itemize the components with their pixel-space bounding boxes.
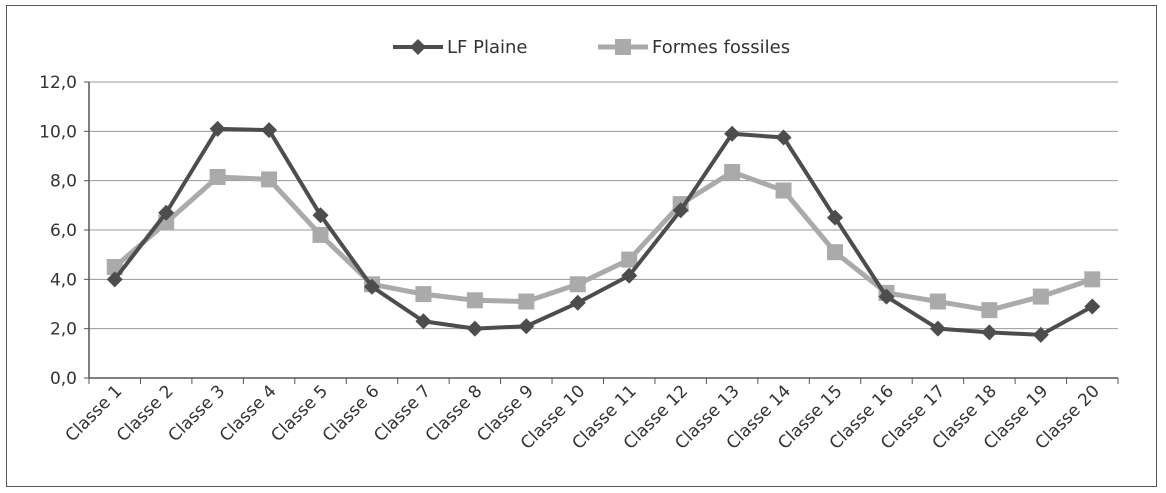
legend-marker: [410, 39, 426, 55]
data-point: [929, 293, 946, 310]
data-point: [775, 129, 792, 146]
series-layer: [106, 120, 1101, 343]
data-point: [363, 278, 380, 295]
series-formes-fossiles: [106, 164, 1101, 319]
data-point: [518, 318, 535, 335]
data-point: [158, 204, 175, 221]
data-point: [312, 226, 329, 243]
data-point: [1032, 326, 1049, 343]
data-point: [621, 267, 638, 284]
data-point: [312, 207, 329, 224]
data-point: [415, 286, 432, 303]
data-point: [261, 122, 278, 139]
data-point: [209, 120, 226, 137]
data-point: [621, 251, 638, 268]
y-tick-label: 12,0: [39, 73, 77, 93]
legend-label: Formes fossiles: [652, 37, 790, 58]
data-point: [569, 276, 586, 293]
data-point: [672, 202, 689, 219]
data-point: [518, 293, 535, 310]
data-point: [981, 324, 998, 341]
data-point: [724, 164, 741, 181]
legend-item-formes-fossiles: Formes fossiles: [598, 37, 790, 58]
legend-label: LF Plaine: [447, 37, 527, 58]
legend-item-lf-plaine: LF Plaine: [393, 37, 527, 58]
data-point: [1032, 288, 1049, 305]
data-point: [466, 292, 483, 309]
data-point: [929, 320, 946, 337]
data-point: [1084, 271, 1101, 288]
data-point: [106, 271, 123, 288]
data-point: [878, 288, 895, 305]
gridlines: [89, 81, 1118, 330]
series-line: [113, 126, 1094, 337]
data-point: [981, 302, 998, 319]
y-tick-label: 6,0: [50, 221, 77, 241]
data-point: [569, 294, 586, 311]
data-point: [261, 171, 278, 188]
y-tick-label: 0,0: [50, 369, 77, 389]
data-point: [775, 182, 792, 199]
y-tick-label: 8,0: [50, 172, 77, 192]
y-tick-label: 10,0: [39, 122, 77, 142]
data-point: [827, 209, 844, 226]
data-point: [466, 320, 483, 337]
y-tick-label: 4,0: [50, 270, 77, 290]
data-point: [415, 313, 432, 330]
y-tick-label: 2,0: [50, 320, 77, 340]
legend-marker: [615, 39, 631, 55]
data-point: [827, 244, 844, 261]
data-point: [209, 168, 226, 185]
series-line: [113, 169, 1094, 313]
data-point: [1084, 298, 1101, 315]
legend: LF Plaine Formes fossiles: [393, 37, 790, 58]
series-lf-plaine: [106, 120, 1101, 343]
data-point: [724, 125, 741, 142]
